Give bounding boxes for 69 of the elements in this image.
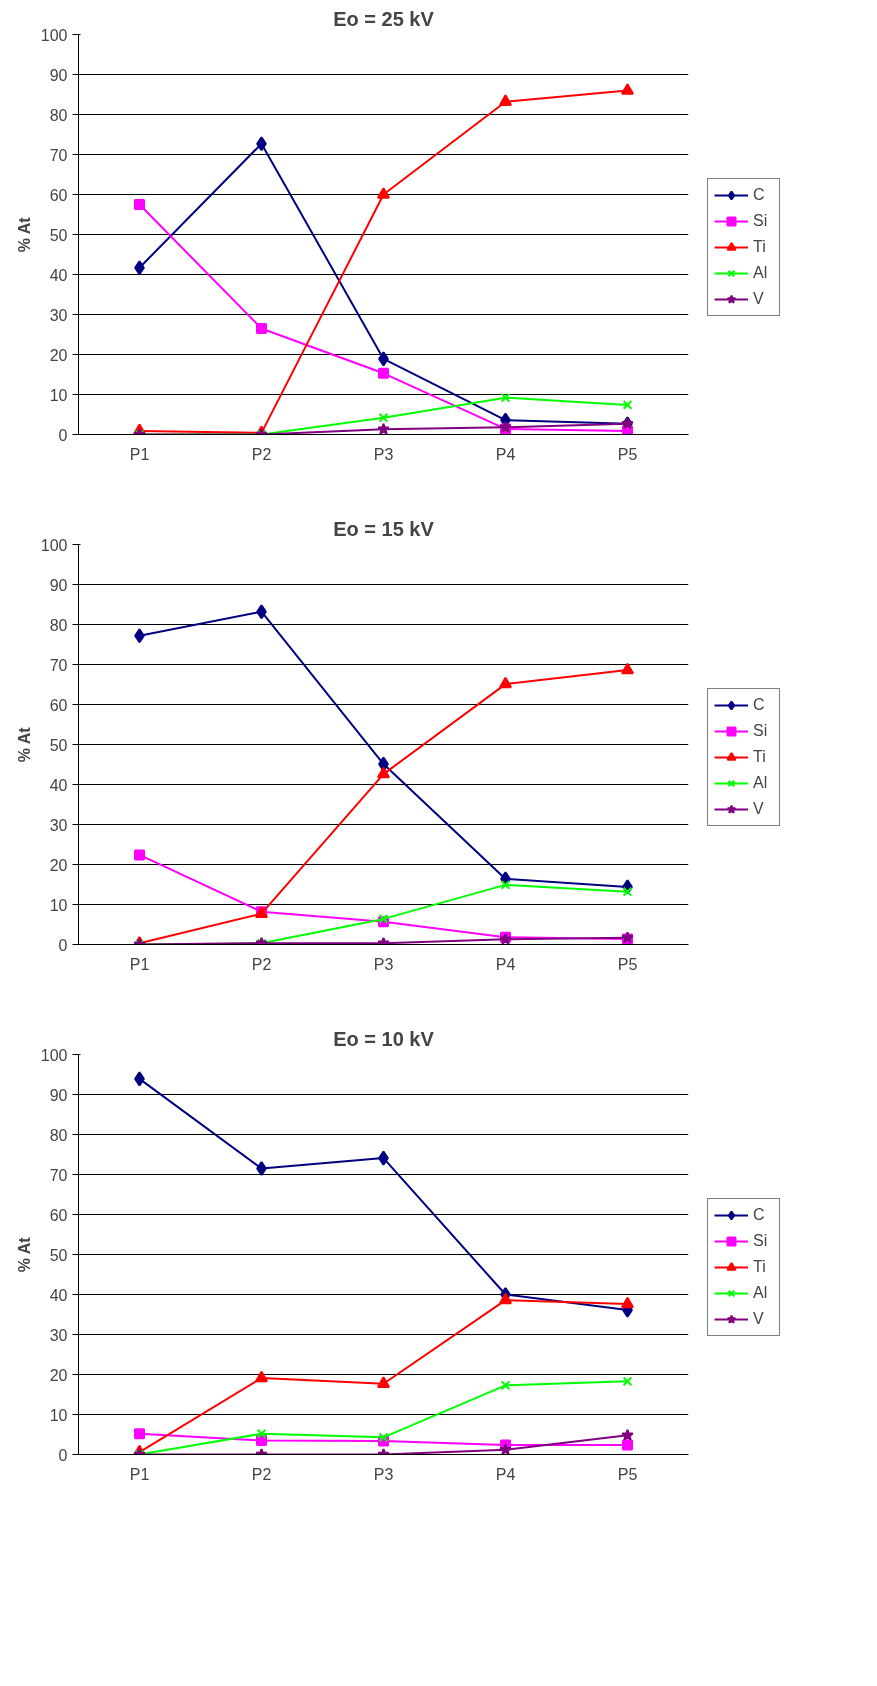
x-tick-label: P5 — [617, 445, 638, 463]
y-tick-label: 100 — [40, 536, 68, 554]
legend-label: Al — [753, 1283, 769, 1302]
y-tick-label: 70 — [49, 656, 68, 674]
y-tick-label: 10 — [49, 1406, 68, 1424]
x-tick-label: P5 — [617, 955, 638, 973]
y-tick-label: 0 — [58, 426, 68, 444]
legend-label: C — [753, 185, 766, 204]
legend-label: V — [753, 799, 765, 818]
y-tick-label: 50 — [49, 1246, 68, 1264]
y-tick-label: 100 — [40, 26, 68, 44]
x-tick-label: P3 — [373, 445, 394, 463]
x-tick-label: P3 — [373, 955, 394, 973]
legend-label: V — [753, 289, 765, 308]
y-tick-label: 80 — [49, 1126, 68, 1144]
x-tick-label: P1 — [129, 445, 150, 463]
y-tick-label: 30 — [49, 306, 68, 324]
y-tick-label: 40 — [49, 1286, 68, 1304]
legend-label: Ti — [753, 237, 767, 256]
x-tick-label: P1 — [129, 955, 150, 973]
legend-label: Ti — [753, 1257, 767, 1276]
legend-label: C — [753, 695, 766, 714]
y-tick-label: 90 — [49, 576, 68, 594]
y-tick-label: 100 — [40, 1046, 68, 1064]
y-tick-label: 20 — [49, 856, 68, 874]
y-tick-label: 60 — [49, 1206, 68, 1224]
legend-label: Si — [753, 211, 769, 230]
x-tick-label: P1 — [129, 1465, 150, 1483]
legend-label: C — [753, 1205, 766, 1224]
y-axis-title: % At — [15, 726, 33, 763]
legend-label: Al — [753, 773, 769, 792]
x-tick-label: P4 — [495, 1465, 516, 1483]
x-tick-label: P4 — [495, 955, 516, 973]
y-tick-label: 20 — [49, 346, 68, 364]
legend-label: V — [753, 1309, 765, 1328]
y-tick-label: 80 — [49, 106, 68, 124]
y-tick-label: 40 — [49, 776, 68, 794]
y-tick-label: 50 — [49, 736, 68, 754]
y-axis-title: % At — [15, 216, 33, 253]
y-tick-label: 70 — [49, 1166, 68, 1184]
y-tick-label: 60 — [49, 186, 68, 204]
y-tick-label: 40 — [49, 266, 68, 284]
chart-title: Eo = 10 kV — [333, 1027, 435, 1050]
legend-label: Si — [753, 1231, 769, 1250]
y-tick-label: 30 — [49, 1326, 68, 1344]
legend-label: Si — [753, 721, 769, 740]
legend-label: Ti — [753, 747, 767, 766]
y-axis-title: % At — [15, 1236, 33, 1273]
y-tick-label: 10 — [49, 386, 68, 404]
x-tick-label: P2 — [251, 1465, 272, 1483]
x-tick-label: P2 — [251, 955, 272, 973]
y-tick-label: 90 — [49, 66, 68, 84]
x-tick-label: P5 — [617, 1465, 638, 1483]
y-tick-label: 50 — [49, 226, 68, 244]
x-tick-label: P2 — [251, 445, 272, 463]
y-tick-label: 90 — [49, 1086, 68, 1104]
y-tick-label: 30 — [49, 816, 68, 834]
y-tick-label: 20 — [49, 1366, 68, 1384]
y-tick-label: 60 — [49, 696, 68, 714]
y-tick-label: 0 — [58, 936, 68, 954]
y-tick-label: 0 — [58, 1446, 68, 1464]
chart-title: Eo = 15 kV — [333, 517, 435, 540]
chart-title: Eo = 25 kV — [333, 7, 435, 30]
y-tick-label: 70 — [49, 146, 68, 164]
legend-label: Al — [753, 263, 769, 282]
y-tick-label: 10 — [49, 896, 68, 914]
y-tick-label: 80 — [49, 616, 68, 634]
x-tick-label: P4 — [495, 445, 516, 463]
x-tick-label: P3 — [373, 1465, 394, 1483]
